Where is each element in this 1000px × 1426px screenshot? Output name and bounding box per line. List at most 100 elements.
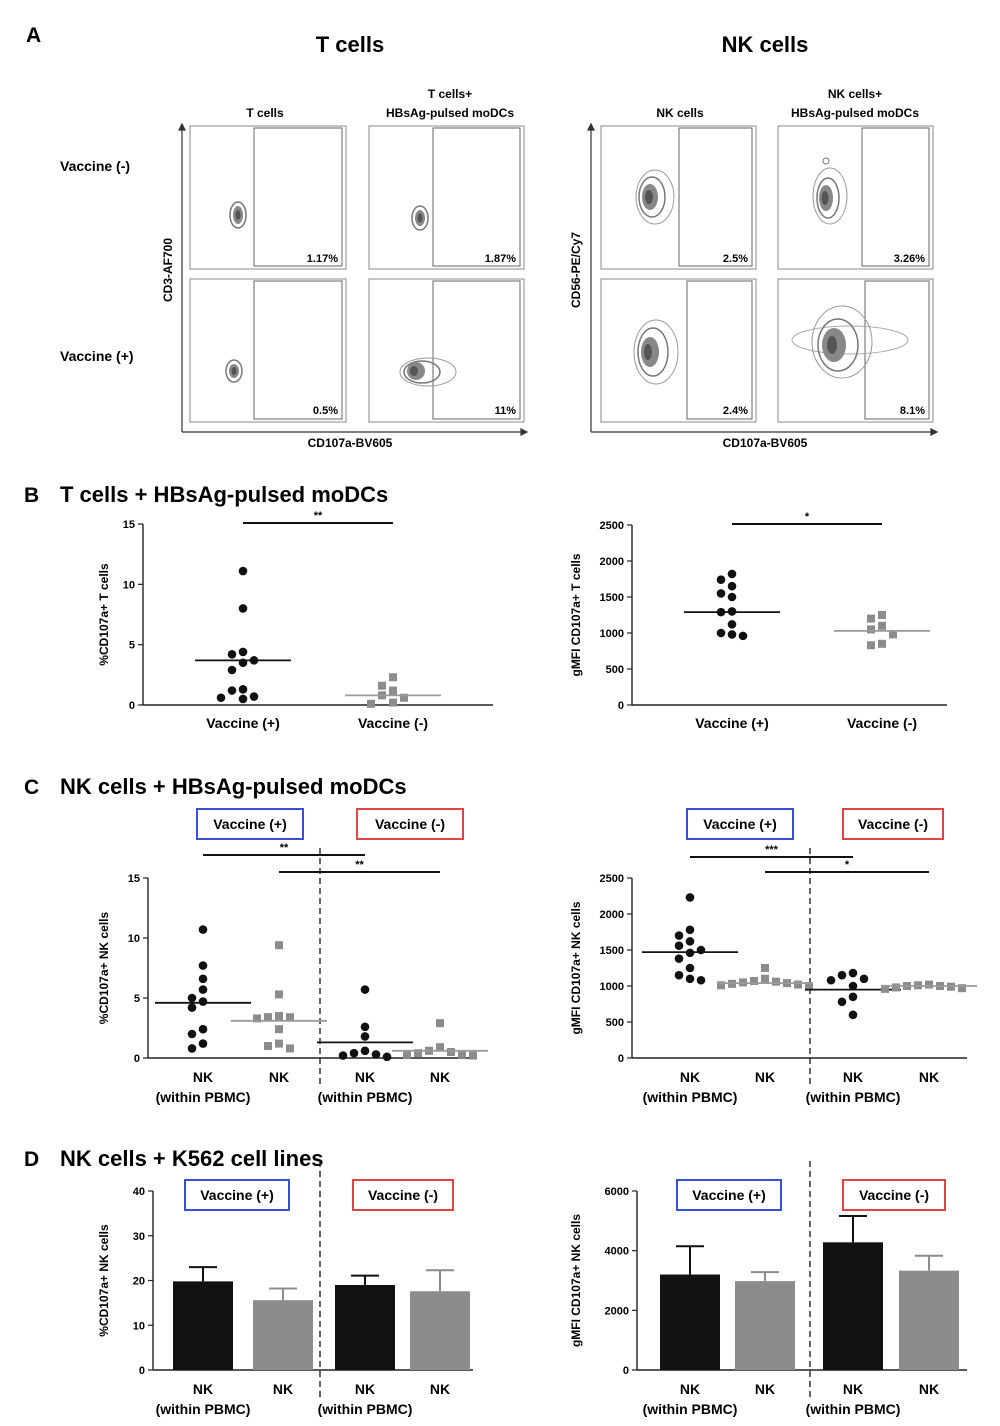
data-point: [253, 1014, 261, 1023]
data-point: [238, 685, 248, 694]
data-point: [848, 981, 858, 991]
d-right-box-pos-label: Vaccine (+): [692, 1187, 766, 1203]
y-tick-label: 500: [606, 664, 624, 676]
x-category-label: NK: [355, 1381, 375, 1397]
y-axis-label: %CD107a+ T cells: [97, 563, 111, 666]
d-right-box-neg: Vaccine (-): [842, 1179, 946, 1211]
x-category-label: NK: [919, 1381, 939, 1397]
data-point: [227, 686, 237, 695]
data-point: [848, 992, 858, 1002]
data-point: [338, 1051, 348, 1060]
x-category-label: NK: [430, 1069, 450, 1085]
data-point: [187, 1003, 197, 1012]
data-point: [958, 984, 966, 993]
y-tick-label: 0: [139, 1365, 145, 1377]
data-point: [360, 985, 370, 994]
data-point: [674, 931, 684, 940]
data-point: [716, 589, 726, 598]
data-point: [275, 1039, 283, 1048]
d-left-box-pos: Vaccine (+): [184, 1179, 290, 1211]
panel-d-title: NK cells + K562 cell lines: [60, 1146, 324, 1171]
data-point: [264, 1013, 272, 1022]
data-point: [727, 581, 737, 591]
nk-pct-vneg-nk: 2.5%: [723, 253, 748, 265]
y-tick-label: 5: [134, 993, 140, 1005]
x-category-label: NK: [193, 1381, 213, 1397]
data-point: [249, 692, 259, 701]
data-point: [436, 1043, 444, 1052]
bar: [253, 1300, 313, 1370]
data-point: [727, 630, 737, 639]
data-point: [227, 665, 237, 675]
d-right-box-pos: Vaccine (+): [676, 1179, 782, 1211]
x-category-label: NK: [755, 1069, 775, 1085]
d-left-box-pos-label: Vaccine (+): [200, 1187, 274, 1203]
t-x-axis-label: CD107a-BV605: [308, 436, 393, 450]
data-point: [447, 1048, 455, 1056]
x-category-label: NK: [755, 1381, 775, 1397]
row-label-vaccine-neg: Vaccine (-): [60, 158, 130, 174]
nk-col1-label: NK cells: [656, 106, 704, 120]
nk-col2-label-line2: HBsAg-pulsed moDCs: [791, 106, 919, 120]
data-point: [238, 566, 248, 576]
data-point: [360, 1032, 370, 1041]
x-category-label: NK: [193, 1069, 213, 1085]
data-point: [738, 631, 748, 641]
row-label-vaccine-pos: Vaccine (+): [60, 348, 134, 364]
data-point: [458, 1050, 466, 1059]
chart-c-right: 0 500 1000 1500 2000 2500 gMFI CD107a+ NK cell…: [569, 844, 977, 1105]
x-category-sublabel: (within PBMC): [806, 1401, 901, 1417]
d-left-box-neg-label: Vaccine (-): [368, 1187, 438, 1203]
data-point: [198, 974, 208, 984]
d-left-box-neg: Vaccine (-): [352, 1179, 454, 1211]
data-point: [367, 699, 375, 708]
y-tick-label: 4000: [605, 1246, 629, 1258]
data-point: [674, 954, 684, 963]
x-category-label: NK: [355, 1069, 375, 1085]
data-point: [382, 1052, 392, 1062]
bar: [660, 1274, 720, 1370]
data-point: [848, 1010, 858, 1020]
data-point: [878, 621, 886, 630]
x-category-label: NK: [843, 1381, 863, 1397]
t-axes: [178, 122, 529, 436]
panel-label-c: C: [24, 776, 39, 799]
x-category-sublabel: (within PBMC): [318, 1401, 413, 1417]
data-point: [349, 1048, 359, 1058]
bar: [410, 1291, 470, 1370]
significance-label: **: [355, 859, 364, 871]
data-point: [837, 997, 847, 1007]
y-tick-label: 0: [623, 1365, 629, 1377]
data-point: [389, 698, 397, 707]
y-tick-label: 10: [123, 579, 135, 591]
data-point: [264, 1042, 272, 1050]
x-category-label: NK: [680, 1381, 700, 1397]
x-category-sublabel: (within PBMC): [318, 1089, 413, 1105]
t-cells-title: T cells: [316, 32, 384, 57]
data-point: [275, 990, 283, 999]
data-point: [716, 575, 726, 585]
data-point: [275, 1025, 283, 1034]
data-point: [198, 997, 208, 1006]
nk-pct-vpos-nk: 2.4%: [723, 405, 748, 417]
bar: [735, 1281, 795, 1370]
x-category-label: Vaccine (+): [695, 715, 769, 731]
data-point: [469, 1051, 477, 1060]
c-left-box-pos: Vaccine (+): [196, 808, 304, 840]
data-point: [238, 604, 248, 613]
data-point: [371, 1050, 381, 1059]
data-point: [750, 976, 758, 985]
t-col2-label-line1: T cells+: [428, 87, 472, 101]
nk-plot-vneg-nk: 2.5%: [600, 125, 757, 270]
bar: [173, 1281, 233, 1370]
data-point: [360, 1046, 370, 1056]
nk-col2-label-line1: NK cells+: [828, 87, 882, 101]
chart-c-left: 0 5 10 15 %CD107a+ NK cells NK NK NK NK (within P…: [97, 842, 488, 1105]
x-category-label: Vaccine (-): [847, 715, 917, 731]
data-point: [685, 963, 695, 973]
data-point: [878, 611, 886, 619]
t-col2-label-line2: HBsAg-pulsed moDCs: [386, 106, 514, 120]
t-pct-vneg-tcells-modc: 1.87%: [485, 253, 516, 265]
data-point: [716, 628, 726, 638]
